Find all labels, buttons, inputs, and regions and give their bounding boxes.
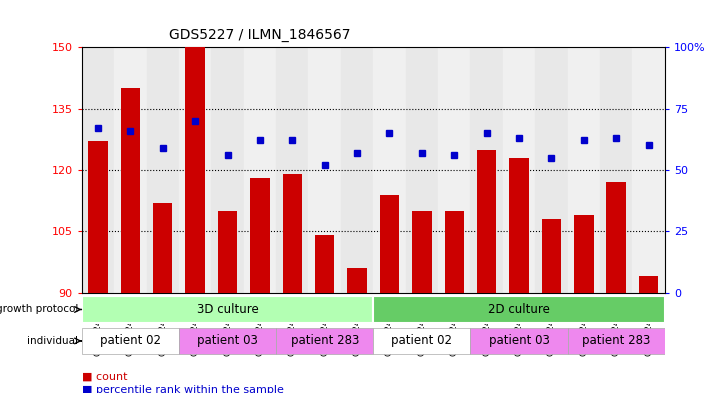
Bar [179, 47, 211, 293]
Text: individual: individual [27, 336, 78, 346]
Text: patient 02: patient 02 [100, 334, 161, 347]
FancyBboxPatch shape [471, 328, 567, 354]
Bar [509, 158, 529, 293]
FancyBboxPatch shape [82, 328, 179, 354]
Bar [153, 203, 173, 293]
FancyBboxPatch shape [276, 328, 373, 354]
Text: ■ count: ■ count [82, 371, 127, 381]
Bar [250, 178, 269, 293]
Bar [567, 47, 600, 293]
Text: GDS5227 / ILMN_1846567: GDS5227 / ILMN_1846567 [169, 28, 351, 42]
Text: patient 02: patient 02 [391, 334, 452, 347]
Text: ■ percentile rank within the sample: ■ percentile rank within the sample [82, 385, 284, 393]
Bar [244, 47, 276, 293]
Bar [503, 47, 535, 293]
FancyBboxPatch shape [179, 328, 276, 354]
Bar [211, 47, 244, 293]
Bar [574, 215, 594, 293]
Bar [121, 88, 140, 293]
Bar [639, 276, 658, 293]
Bar [406, 47, 438, 293]
Bar [542, 219, 561, 293]
Bar [186, 47, 205, 293]
Bar [114, 47, 146, 293]
Bar [412, 211, 432, 293]
Bar [146, 47, 179, 293]
FancyBboxPatch shape [82, 296, 373, 323]
Bar [82, 47, 114, 293]
Bar [373, 47, 406, 293]
Bar [315, 235, 334, 293]
Bar [600, 47, 632, 293]
FancyBboxPatch shape [567, 328, 665, 354]
Bar [348, 268, 367, 293]
Text: growth protocol: growth protocol [0, 305, 78, 314]
Bar [88, 141, 107, 293]
Bar [282, 174, 302, 293]
Bar [471, 47, 503, 293]
Bar [218, 211, 237, 293]
Text: 2D culture: 2D culture [488, 303, 550, 316]
Text: patient 283: patient 283 [291, 334, 359, 347]
Bar [606, 182, 626, 293]
Text: 3D culture: 3D culture [197, 303, 258, 316]
Bar [341, 47, 373, 293]
Bar [438, 47, 471, 293]
Bar [632, 47, 665, 293]
Bar [444, 211, 464, 293]
Bar [380, 195, 399, 293]
Text: patient 03: patient 03 [197, 334, 258, 347]
Text: patient 283: patient 283 [582, 334, 651, 347]
FancyBboxPatch shape [373, 296, 665, 323]
FancyBboxPatch shape [373, 328, 471, 354]
Bar [477, 149, 496, 293]
Bar [309, 47, 341, 293]
Bar [276, 47, 309, 293]
Bar [535, 47, 567, 293]
Text: patient 03: patient 03 [488, 334, 550, 347]
